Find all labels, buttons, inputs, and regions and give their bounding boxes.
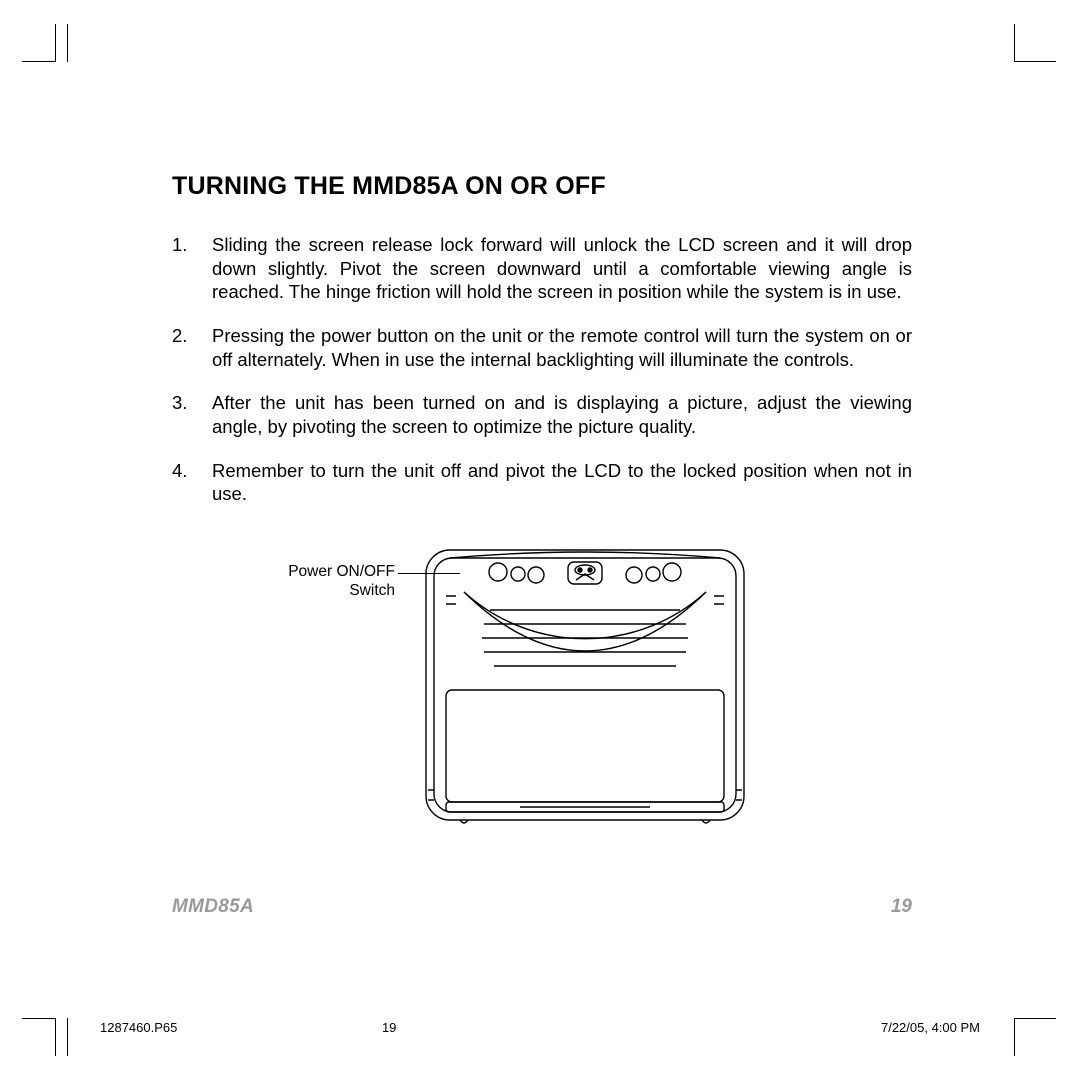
callout-text: Power ON/OFF	[288, 563, 395, 580]
crop-mark	[1014, 24, 1015, 62]
device-diagram	[420, 540, 750, 830]
instruction-item: After the unit has been turned on and is…	[172, 391, 912, 438]
crop-mark	[55, 1018, 56, 1056]
crop-mark	[55, 24, 56, 62]
instruction-item: Remember to turn the unit off and pivot …	[172, 459, 912, 506]
crop-mark	[1014, 61, 1056, 62]
crop-mark	[22, 61, 56, 62]
crop-mark	[67, 24, 68, 62]
instruction-item: Pressing the power button on the unit or…	[172, 324, 912, 371]
page-title: TURNING THE MMD85A ON OR OFF	[172, 172, 912, 201]
meta-timestamp: 7/22/05, 4:00 PM	[881, 1020, 980, 1035]
footer-page-number: 19	[891, 896, 912, 918]
footer-model: MMD85A	[172, 896, 254, 918]
meta-filename: 1287460.P65	[100, 1020, 177, 1035]
crop-mark	[1014, 1018, 1015, 1056]
instruction-item: Sliding the screen release lock forward …	[172, 233, 912, 304]
meta-page: 19	[382, 1020, 396, 1035]
crop-mark	[67, 1018, 68, 1056]
power-switch-callout: Power ON/OFF Switch	[260, 562, 395, 601]
crop-mark	[22, 1018, 56, 1019]
crop-mark	[1014, 1018, 1056, 1019]
instruction-list: Sliding the screen release lock forward …	[172, 233, 912, 506]
callout-text: Switch	[349, 582, 395, 599]
